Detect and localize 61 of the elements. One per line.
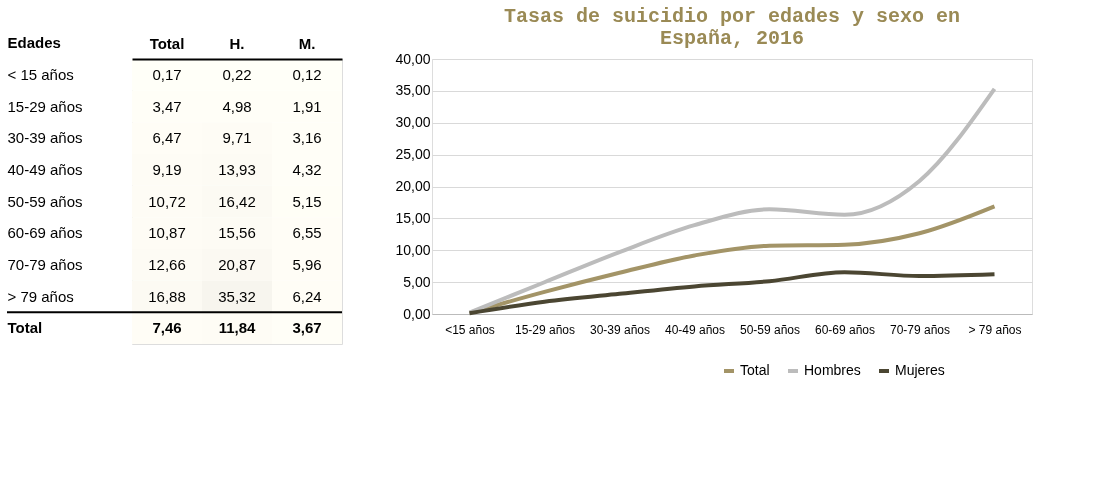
legend-label: Total — [740, 362, 770, 378]
x-tick-label: 15-29 años — [514, 322, 576, 337]
data-label: 15,56 — [218, 224, 256, 242]
data-label: 6,55 — [292, 224, 322, 242]
y-tick-label: 15,00 — [395, 209, 431, 226]
y-tick-label: 10,00 — [395, 241, 431, 258]
y-tick-label: 50-59 años — [7, 192, 83, 210]
legend-label: Hombres — [804, 362, 861, 378]
y-tick-label: < 15 años — [7, 65, 74, 83]
y-tick-label: 5,00 — [403, 273, 431, 290]
y-tick-label: 15-29 años — [7, 97, 83, 115]
y-tick-label: 35,00 — [395, 82, 431, 99]
data-label: 12,66 — [148, 255, 186, 273]
data-label: 35,32 — [218, 287, 256, 305]
x-tick-label: > 79 años — [968, 322, 1022, 337]
data-label: 5,96 — [292, 255, 322, 273]
data-label: 10,87 — [148, 224, 186, 242]
data-label: 0,17 — [152, 65, 182, 83]
data-label: 6,24 — [292, 287, 322, 305]
x-tick-label: <15 años — [445, 322, 495, 337]
line-series — [467, 270, 997, 316]
y-tick-label: 40-49 años — [7, 160, 83, 178]
x-tick-label: M. — [298, 34, 316, 52]
data-label: 3,16 — [292, 129, 322, 147]
data-label: 5,15 — [292, 192, 322, 210]
y-axis-title: Edades — [7, 33, 61, 51]
y-tick-label: 20,00 — [395, 178, 431, 194]
data-label: 13,93 — [218, 160, 256, 178]
data-label: 0,12 — [292, 65, 322, 83]
data-label: 11,84 — [218, 319, 257, 337]
data-label: 9,71 — [222, 129, 252, 147]
y-tick-label: 60-69 años — [7, 224, 83, 242]
x-tick-label: 30-39 años — [589, 322, 651, 337]
x-tick-label: 60-69 años — [814, 322, 876, 337]
data-label: 9,19 — [152, 160, 182, 178]
chart-title: Tasas de suicidio por edades y sexo en España, 2016 — [503, 5, 961, 50]
data-label: 16,42 — [218, 192, 256, 210]
y-tick-label: > 79 años — [7, 287, 74, 305]
y-tick-label: 0,00 — [403, 305, 431, 322]
data-label: 16,88 — [148, 287, 186, 305]
y-tick-label: 40,00 — [395, 50, 431, 67]
data-label: 10,72 — [148, 192, 186, 210]
legend-label: Mujeres — [895, 362, 945, 378]
data-label: 7,46 — [152, 319, 182, 337]
x-tick-label: 50-59 años — [739, 322, 801, 337]
y-tick-label: 70-79 años — [7, 255, 83, 273]
x-tick-label: 70-79 años — [889, 322, 951, 337]
x-tick-label: 40-49 años — [664, 322, 726, 337]
y-tick-label: 25,00 — [395, 146, 431, 163]
x-tick-label: Total — [149, 34, 185, 52]
data-label: 4,32 — [292, 160, 322, 178]
y-tick-label: 30,00 — [395, 114, 431, 131]
y-tick-label: 30-39 años — [7, 129, 83, 147]
data-label: 20,87 — [218, 255, 256, 273]
data-label: 6,47 — [152, 129, 182, 147]
data-label: 3,47 — [152, 97, 182, 115]
data-label: 1,91 — [292, 97, 322, 115]
data-label: 4,98 — [222, 97, 252, 115]
data-label: 3,67 — [292, 319, 322, 337]
x-tick-label: H. — [229, 34, 245, 52]
data-label: 0,22 — [222, 65, 252, 83]
